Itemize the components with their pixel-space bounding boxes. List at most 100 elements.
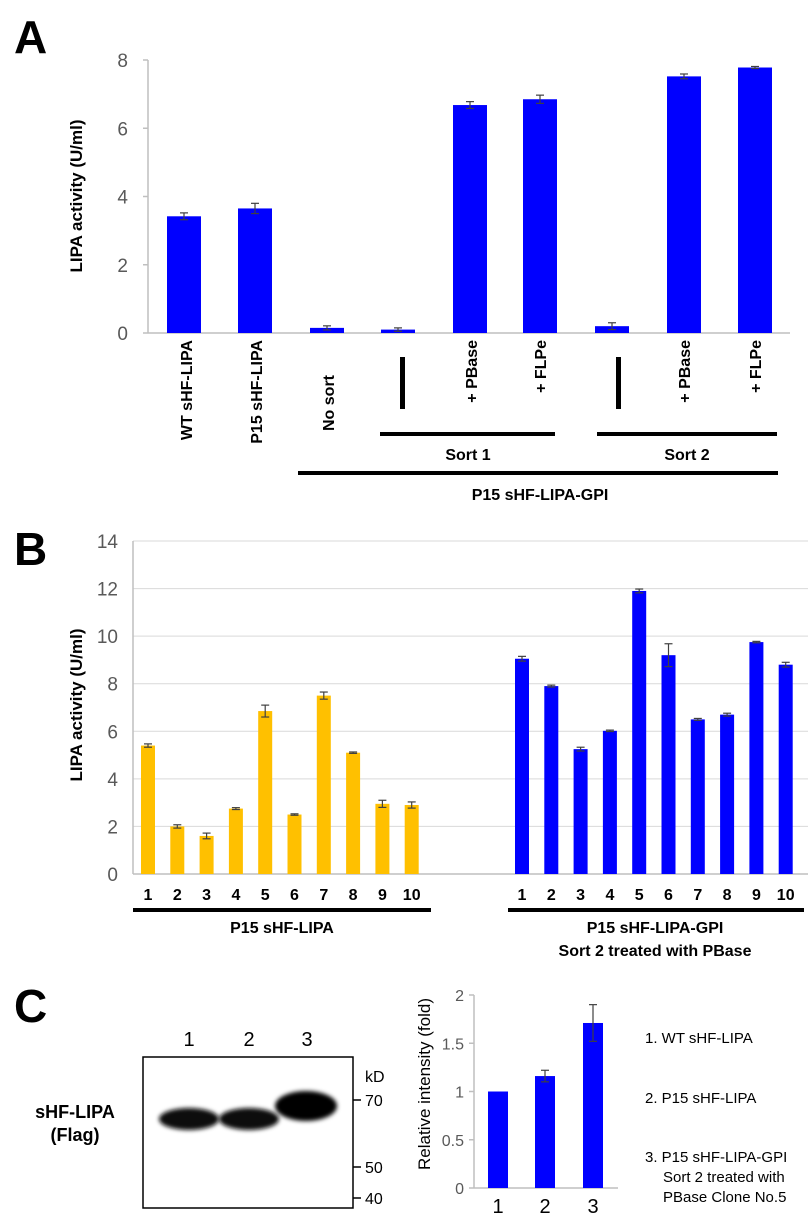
western-blot: 1 2 3 kD 70 50 40 sHF-LIPA (Flag): [35, 1029, 385, 1209]
chart-b-xtick-label: 9: [378, 887, 387, 904]
chart-a-gpi-label: P15 sHF-LIPA-GPI: [472, 487, 609, 504]
chart-c-ytick-label: 1: [455, 1085, 464, 1102]
blot-protein-tag: (Flag): [51, 1125, 100, 1145]
chart-c-bar: [535, 1076, 555, 1188]
chart-b-xtick-label: 3: [202, 887, 211, 904]
legend-c-3: 3. P15 sHF-LIPA-GPI: [645, 1149, 787, 1166]
chart-b-right-line: [508, 908, 804, 912]
chart-b-xtick-label: 6: [664, 887, 673, 904]
chart-b-xtick-label: 7: [693, 887, 702, 904]
blot-lane-1: 1: [183, 1029, 194, 1051]
blot-lane-2: 2: [243, 1029, 254, 1051]
legend-c: 1. WT sHF-LIPA 2. P15 sHF-LIPA 3. P15 sH…: [645, 1030, 787, 1206]
chart-a-sort2-line: [597, 432, 777, 436]
chart-b-bar: [199, 835, 214, 874]
chart-b-xtick-label: 8: [723, 887, 732, 904]
chart-b-bar: [602, 730, 617, 874]
chart-b-xtick-label: 10: [777, 887, 795, 904]
chart-b-xtick-label: 10: [403, 887, 421, 904]
chart-c-ytick-label: 0.5: [442, 1133, 464, 1150]
chart-b-xtick-label: 6: [290, 887, 299, 904]
blot-lane-3: 3: [301, 1029, 312, 1051]
chart-b-bar: [141, 745, 155, 874]
chart-b-bar: [375, 803, 390, 874]
chart-c-ytick-label: 1.5: [442, 1036, 464, 1053]
chart-b-left-line: [133, 908, 431, 912]
chart-b-bar: [287, 814, 302, 874]
blot-protein-name: sHF-LIPA: [35, 1102, 115, 1122]
chart-b-xtick-label: 1: [518, 887, 527, 904]
chart-b-bar: [573, 749, 588, 874]
chart-c-xtick-label: 2: [539, 1196, 550, 1217]
chart-c-ytick-label: 0: [455, 1181, 464, 1198]
chart-b-ytick-label: 10: [97, 627, 118, 648]
chart-a-cat-wt: WT sHF-LIPA: [179, 340, 196, 441]
chart-b-bar: [661, 655, 676, 874]
chart-a-ytick-label: 6: [117, 119, 128, 140]
chart-a: 0 2 4 6 8: [117, 51, 790, 345]
legend-c-2: 2. P15 sHF-LIPA: [645, 1090, 756, 1107]
chart-b-bar: [778, 664, 793, 874]
chart-b-xtick-label: 2: [173, 887, 182, 904]
panel-b-letter: B: [14, 523, 47, 575]
blot-band-2: [219, 1108, 279, 1130]
chart-b-bar: [228, 808, 243, 874]
chart-c-ytick-label: 2: [455, 988, 464, 1005]
chart-a-sort1-label: Sort 1: [445, 447, 490, 464]
chart-b-xtick-label: 3: [576, 887, 585, 904]
chart-b-xtick-label: 5: [635, 887, 644, 904]
chart-a-bar: [738, 67, 772, 333]
chart-b-ytick-label: 0: [107, 865, 118, 886]
chart-b-bar: [346, 752, 361, 874]
chart-b-ytick-label: 12: [97, 580, 118, 601]
chart-b-bar: [316, 695, 331, 874]
chart-b-ytick-label: 14: [97, 532, 119, 553]
chart-b-left-label: P15 sHF-LIPA: [230, 920, 334, 937]
chart-c-bar: [583, 1022, 603, 1188]
chart-a-cat-sort1-none: [400, 357, 405, 409]
chart-a-cat-sort2-flpe: + FLPe: [748, 340, 765, 393]
legend-c-1: 1. WT sHF-LIPA: [645, 1030, 753, 1047]
chart-b-bar: [690, 719, 705, 874]
chart-a-bar: [238, 208, 272, 333]
chart-b-xtick-label: 4: [231, 887, 240, 904]
chart-b-bar: [720, 714, 735, 874]
panel-c-letter: C: [14, 980, 47, 1032]
blot-band-3: [275, 1091, 337, 1121]
chart-b-bar: [544, 686, 559, 874]
chart-c: 0 0.5 1 1.5 2 1 2 3: [442, 988, 618, 1218]
marker-50: 50: [365, 1160, 383, 1177]
chart-c-xtick-label: 1: [492, 1196, 503, 1217]
chart-b-bar: [258, 711, 273, 874]
chart-b-bar: [404, 805, 419, 874]
marker-70: 70: [365, 1093, 383, 1110]
chart-b-ytick-label: 8: [107, 675, 118, 696]
chart-a-cat-sort1-pbase: + PBase: [464, 340, 481, 403]
chart-a-cat-sort2-none: [616, 357, 621, 409]
chart-a-ylabel: LIPA activity (U/ml): [67, 119, 86, 272]
chart-a-cat-sort2-pbase: + PBase: [677, 340, 694, 403]
chart-b-right-label: P15 sHF-LIPA-GPI: [587, 920, 724, 937]
legend-c-3-line2: Sort 2 treated with: [663, 1169, 785, 1186]
blot-membrane: [142, 1056, 354, 1209]
panel-a-letter: A: [14, 11, 47, 63]
chart-a-sort2-label: Sort 2: [664, 447, 709, 464]
legend-c-3-line3: PBase Clone No.5: [663, 1189, 786, 1206]
chart-a-bar: [523, 99, 557, 334]
marker-40: 40: [365, 1191, 383, 1208]
chart-b-xtick-label: 1: [144, 887, 153, 904]
chart-b-bar: [515, 658, 529, 874]
blot-kd-label: kD: [365, 1069, 385, 1086]
chart-b-bar: [749, 642, 764, 874]
chart-b-xtick-label: 8: [349, 887, 358, 904]
chart-a-bar: [167, 216, 201, 333]
chart-c-xtick-label: 3: [587, 1196, 598, 1217]
chart-a-bar: [667, 76, 701, 333]
chart-b-right-label-2: Sort 2 treated with PBase: [559, 943, 752, 960]
chart-a-ytick-label: 4: [117, 188, 128, 209]
chart-a-bar: [453, 105, 487, 333]
chart-a-cat-p15: P15 sHF-LIPA: [249, 340, 266, 444]
chart-b-xtick-label: 7: [319, 887, 328, 904]
